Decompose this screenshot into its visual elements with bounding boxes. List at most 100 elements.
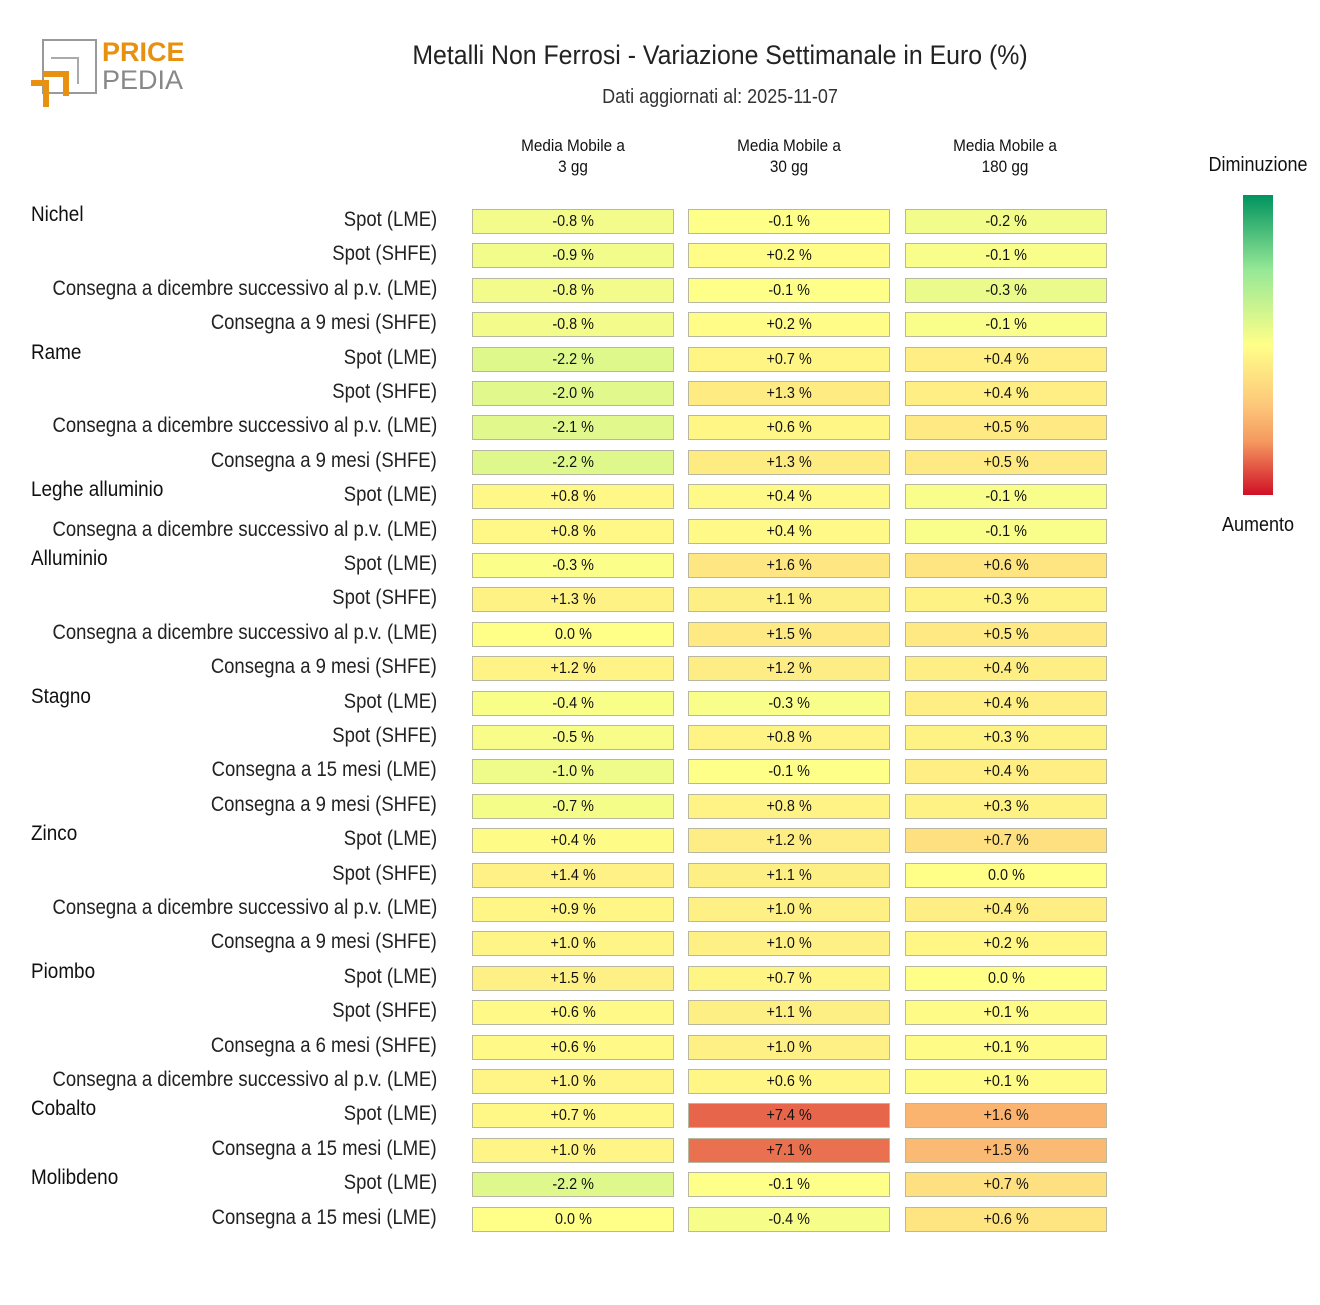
heatmap-cell: -0.1 % [905, 312, 1107, 338]
row-label: Consegna a dicembre successivo al p.v. (… [52, 414, 437, 438]
column-header-180gg: Media Mobile a 180 gg [953, 136, 1057, 176]
heatmap-cell: -0.8 % [472, 312, 674, 338]
heatmap-cell: +1.1 % [688, 862, 890, 888]
cell-value-label: +0.4 % [983, 350, 1029, 368]
cell-value-label: +1.0 % [766, 935, 812, 953]
cell-value-label: +0.4 % [983, 660, 1029, 678]
cell-value-label: +0.4 % [550, 832, 596, 850]
heatmap-cell: +0.5 % [905, 449, 1107, 475]
heatmap-cell: -2.2 % [472, 449, 674, 475]
legend-color-bar [1243, 195, 1273, 495]
cell-value-label: +0.8 % [550, 488, 596, 506]
heatmap-cell: -0.3 % [688, 690, 890, 716]
cell-value-label: +1.5 % [550, 969, 596, 987]
heatmap-cell: +1.2 % [688, 656, 890, 682]
row-label: Consegna a 9 mesi (SHFE) [211, 311, 437, 335]
heatmap-cell: +1.6 % [905, 1103, 1107, 1129]
cell-value-label: -0.1 % [768, 213, 810, 230]
cell-value-label: +0.1 % [983, 1004, 1029, 1022]
cell-value-label: +1.2 % [766, 660, 812, 678]
heatmap-cell: +0.3 % [905, 793, 1107, 819]
heatmap-cell: +1.5 % [688, 621, 890, 647]
heatmap-cell: +1.0 % [472, 1069, 674, 1094]
heatmap-cell: -0.8 % [472, 209, 674, 234]
heatmap-cell: -0.4 % [472, 690, 674, 716]
heatmap-cell: -0.7 % [472, 793, 674, 819]
row-label: Spot (LME) [343, 483, 437, 507]
metal-group-label: Nichel [31, 203, 84, 226]
heatmap-cell: -0.5 % [472, 725, 674, 750]
row-label: Spot (LME) [343, 345, 437, 369]
heatmap-cell: +1.0 % [688, 1034, 890, 1060]
cell-value-label: -0.8 % [552, 213, 594, 230]
metal-group-label: Molibdeno [31, 1166, 119, 1190]
cell-value-label: -0.1 % [985, 488, 1027, 506]
cell-value-label: +7.4 % [766, 1107, 812, 1125]
row-label: Spot (SHFE) [332, 861, 437, 885]
heatmap-cell: -2.2 % [472, 1172, 674, 1198]
cell-value-label: +1.1 % [766, 591, 812, 609]
cell-value-label: +0.7 % [983, 1176, 1029, 1194]
cell-value-label: +0.5 % [983, 419, 1029, 437]
heatmap-cell: -0.1 % [688, 759, 890, 785]
cell-value-label: +1.0 % [550, 935, 596, 953]
heatmap-cell: +0.6 % [905, 553, 1107, 578]
cell-value-label: 0.0 % [554, 625, 592, 643]
cell-value-label: +1.3 % [766, 385, 812, 402]
logo-text-price: PRICE [102, 37, 185, 67]
heatmap-cell: 0.0 % [905, 965, 1107, 991]
heatmap-cell: +0.1 % [905, 1034, 1107, 1060]
heatmap-cell: +0.3 % [905, 587, 1107, 613]
cell-value-label: +1.3 % [550, 591, 596, 609]
cell-value-label: +0.1 % [983, 1038, 1029, 1056]
heatmap-cell: +0.2 % [688, 243, 890, 269]
heatmap-cell: +0.1 % [905, 1069, 1107, 1094]
heatmap-cell: -0.1 % [688, 209, 890, 234]
heatmap-cell: +0.4 % [472, 828, 674, 854]
cell-value-label: +0.7 % [766, 350, 812, 368]
cell-value-label: -0.4 % [552, 694, 594, 712]
cell-value-label: -0.1 % [985, 247, 1027, 265]
heatmap-cell: +7.1 % [688, 1137, 890, 1163]
cell-value-label: +1.6 % [766, 557, 812, 574]
heatmap-cell: +0.4 % [688, 518, 890, 544]
cell-value-label: -0.1 % [985, 522, 1027, 540]
metal-group-label: Piombo [31, 959, 96, 983]
row-label: Consegna a dicembre successivo al p.v. (… [52, 276, 437, 300]
row-label: Consegna a 15 mesi (LME) [212, 758, 437, 782]
cell-value-label: -2.0 % [552, 385, 594, 402]
cell-value-label: +1.5 % [983, 1141, 1029, 1159]
heatmap-cell: +0.6 % [688, 415, 890, 441]
legend-top-label: Diminuzione [1208, 154, 1308, 176]
cell-value-label: -2.2 % [552, 350, 594, 368]
cell-value-label: +1.5 % [766, 625, 812, 643]
cell-value-label: -2.1 % [552, 419, 594, 437]
cell-value-label: -0.5 % [552, 729, 594, 746]
cell-value-label: -0.3 % [985, 281, 1027, 299]
cell-value-label: -0.9 % [552, 247, 594, 265]
cell-value-label: +1.2 % [766, 832, 812, 850]
cell-value-label: +1.2 % [550, 660, 596, 678]
cell-value-label: +0.6 % [983, 1210, 1029, 1228]
heatmap-cell: +1.1 % [688, 1000, 890, 1026]
heatmap-cell: +1.0 % [472, 931, 674, 957]
cell-value-label: -0.8 % [552, 281, 594, 299]
cell-value-label: -0.2 % [985, 213, 1027, 230]
heatmap-cell: +0.8 % [688, 725, 890, 750]
cell-value-label: +1.4 % [550, 866, 596, 884]
metal-group-label: Alluminio [31, 547, 108, 570]
cell-value-label: -2.2 % [552, 453, 594, 471]
heatmap-cell: +1.2 % [688, 828, 890, 854]
heatmap-cell: +1.6 % [688, 553, 890, 578]
cell-value-label: +0.4 % [983, 763, 1029, 781]
cell-value-label: +0.8 % [766, 797, 812, 815]
column-header-30gg: Media Mobile a 30 gg [737, 136, 841, 176]
cell-value-label: +0.7 % [550, 1107, 596, 1125]
heatmap-cell: -0.4 % [688, 1206, 890, 1232]
cell-value-label: -0.7 % [552, 797, 594, 815]
row-label: Consegna a 9 mesi (SHFE) [211, 792, 437, 816]
heatmap-cell: -2.2 % [472, 346, 674, 372]
cell-value-label: -0.3 % [552, 557, 594, 574]
cell-value-label: +0.6 % [766, 1073, 812, 1090]
